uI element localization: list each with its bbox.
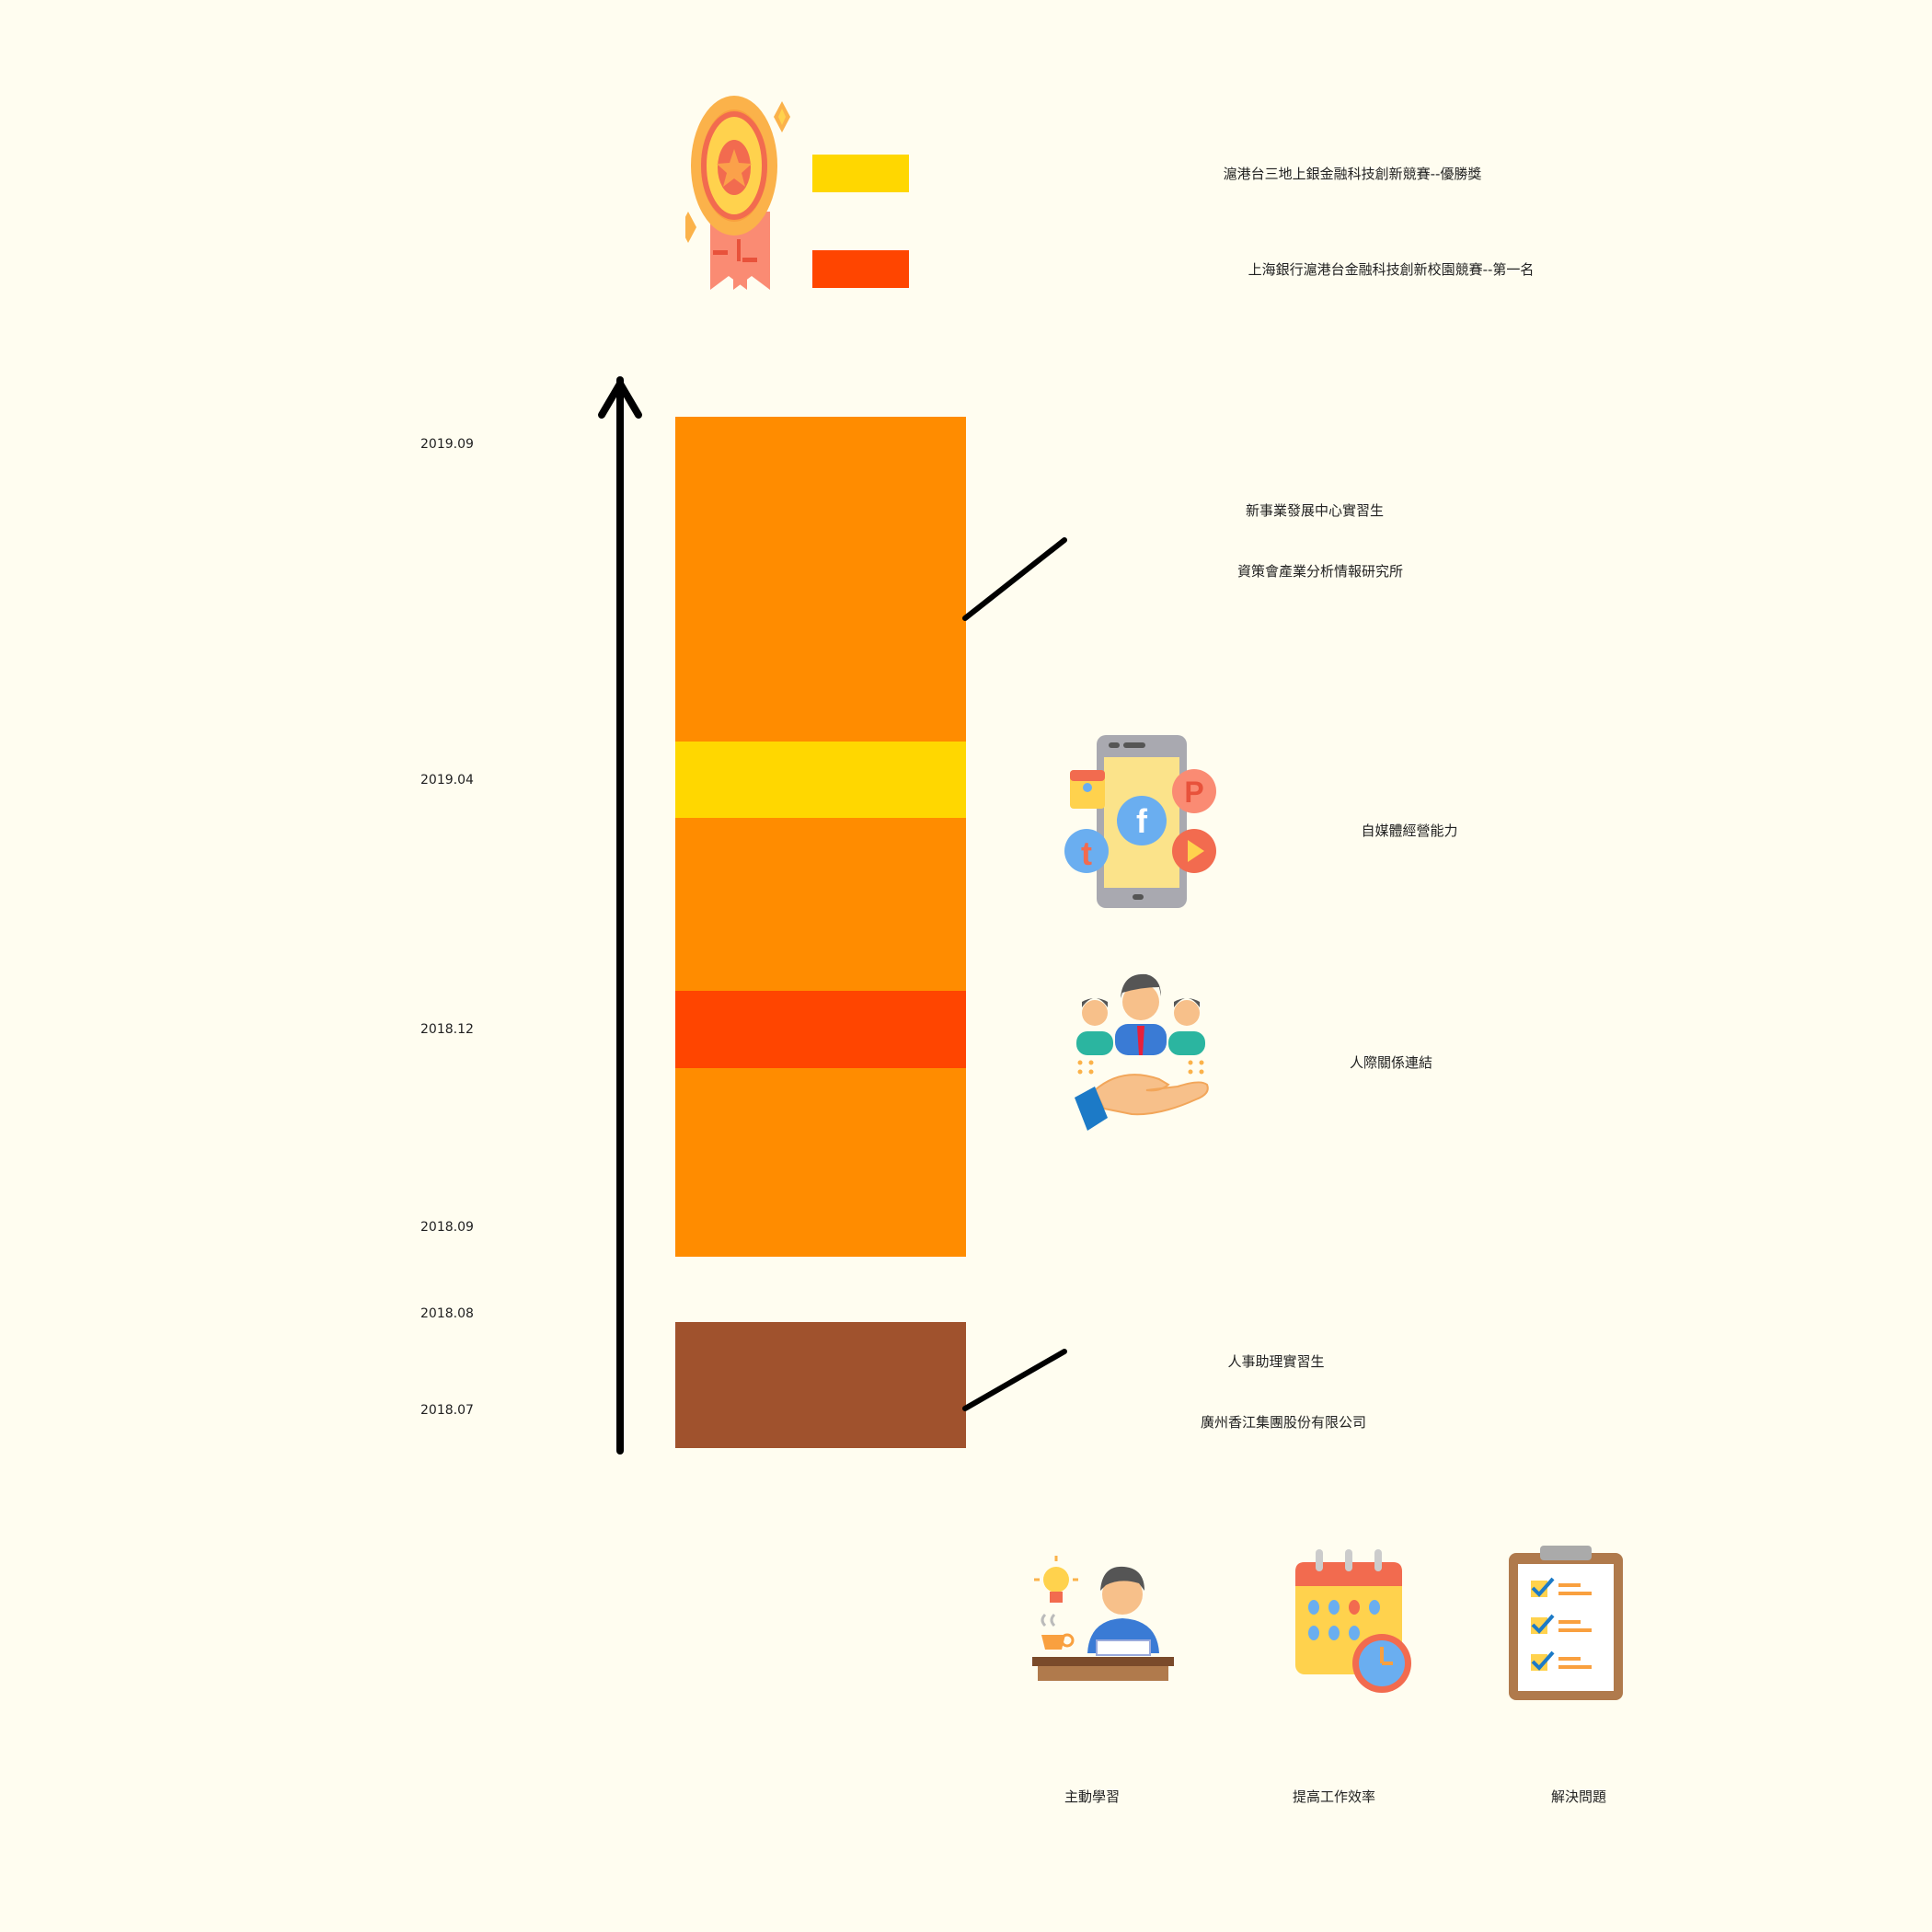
connector-line-2 <box>961 1345 1072 1414</box>
job-title-1: 新事業發展中心實習生 <box>1245 502 1385 519</box>
timeline-arrow <box>594 373 646 1458</box>
award-medal-icon <box>685 92 796 294</box>
checklist-clipboard-icon <box>1505 1544 1627 1702</box>
date-label-2018-07: 2018.07 <box>420 1403 474 1418</box>
svg-text:t: t <box>1081 834 1092 872</box>
svg-text:f: f <box>1136 802 1148 840</box>
ability-label-efficiency: 提高工作效率 <box>1292 1788 1376 1805</box>
networking-hand-icon <box>1067 971 1214 1136</box>
date-label-2019-04: 2019.04 <box>420 773 474 788</box>
social-media-phone-icon: f P t <box>1063 731 1219 911</box>
job-company-2: 廣州香江集團股份有限公司 <box>1200 1414 1367 1431</box>
segment-internship-2 <box>675 417 966 1257</box>
segment-internship-1 <box>675 1322 966 1448</box>
ability-label-active-learning: 主動學習 <box>1064 1788 1121 1805</box>
skill-label-networking: 人際關係連結 <box>1349 1054 1433 1071</box>
segment-highlight-yellow <box>675 742 966 818</box>
award-text-1: 滬港台三地上銀金融科技創新競賽--優勝獎 <box>1223 166 1482 182</box>
segment-highlight-red <box>675 991 966 1068</box>
award-text-2: 上海銀行滬港台金融科技創新校園競賽--第一名 <box>1248 261 1535 278</box>
svg-text:P: P <box>1184 776 1203 809</box>
date-label-2018-12: 2018.12 <box>420 1022 474 1037</box>
award-color-swatch-yellow <box>812 155 909 192</box>
study-person-icon <box>1029 1550 1176 1697</box>
job-title-2: 人事助理實習生 <box>1227 1353 1325 1370</box>
ability-label-problem-solving: 解決問題 <box>1550 1788 1607 1805</box>
date-label-2018-08: 2018.08 <box>420 1306 474 1321</box>
job-company-1: 資策會產業分析情報研究所 <box>1236 563 1404 580</box>
award-color-swatch-red <box>812 250 909 288</box>
date-label-2019-09: 2019.09 <box>420 437 474 452</box>
calendar-clock-icon <box>1288 1546 1417 1707</box>
skill-label-social-media: 自媒體經營能力 <box>1361 822 1458 839</box>
date-label-2018-09: 2018.09 <box>420 1220 474 1235</box>
connector-line-1 <box>961 534 1072 626</box>
